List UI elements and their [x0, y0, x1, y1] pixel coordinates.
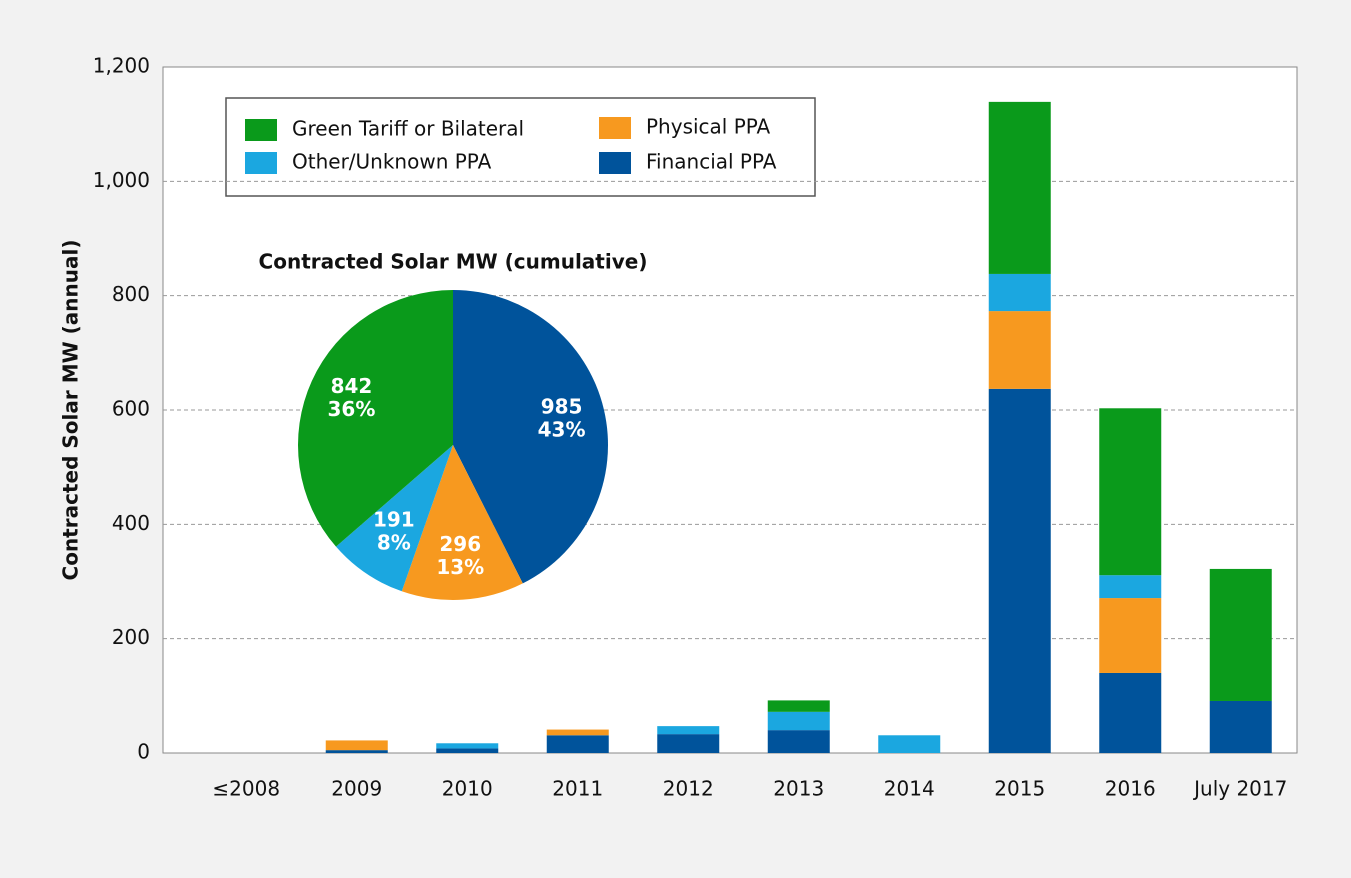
- bar-segment: [767, 700, 830, 712]
- y-tick-label: 400: [112, 511, 150, 535]
- bar-segment: [546, 735, 609, 753]
- x-tick-label: 2015: [994, 777, 1045, 801]
- legend-label: Financial PPA: [646, 150, 777, 174]
- pie-percent-label: 8%: [377, 531, 411, 555]
- pie-value-label: 842: [331, 374, 373, 398]
- y-tick-label: 1,000: [93, 168, 150, 192]
- pie-slice: [401, 445, 523, 600]
- x-tick-label: 2016: [1105, 777, 1156, 801]
- bar-segment: [1099, 575, 1162, 599]
- legend-box: [225, 97, 816, 197]
- pie-percent-label: 43%: [538, 418, 586, 442]
- legend-swatch: [245, 119, 277, 141]
- y-axis-title: Contracted Solar MW (annual): [59, 240, 83, 581]
- pie-title: Contracted Solar MW (cumulative): [259, 250, 648, 274]
- bar-segment: [1209, 568, 1272, 701]
- bar-segment: [988, 311, 1051, 389]
- x-tick-label: 2011: [552, 777, 603, 801]
- pie-slice: [298, 290, 453, 547]
- bar-segment: [988, 273, 1051, 312]
- bar-segment: [878, 735, 941, 753]
- x-tick-label: 2012: [663, 777, 714, 801]
- pie-value-label: 191: [373, 508, 415, 532]
- x-tick-label: 2013: [773, 777, 824, 801]
- bar-segment: [436, 748, 499, 753]
- bar-segment: [988, 388, 1051, 753]
- pie-percent-label: 13%: [436, 555, 484, 579]
- x-tick-label: ≤2008: [212, 777, 280, 801]
- pie-value-label: 296: [439, 532, 481, 556]
- bar-segment: [657, 726, 720, 735]
- bar-segment: [325, 750, 388, 753]
- bar-segment: [1099, 408, 1162, 576]
- legend-label: Physical PPA: [646, 115, 771, 139]
- legend-swatch: [245, 152, 277, 174]
- bar-segment: [657, 734, 720, 753]
- pie-slice: [336, 445, 453, 592]
- y-tick-label: 800: [112, 282, 150, 306]
- x-tick-label: July 2017: [1192, 777, 1287, 801]
- legend-label: Green Tariff or Bilateral: [292, 117, 524, 141]
- bar-segment: [1099, 598, 1162, 673]
- bar-segment: [1099, 672, 1162, 753]
- bar-segment: [325, 740, 388, 751]
- y-tick-label: 1,200: [93, 54, 150, 78]
- x-tick-label: 2014: [884, 777, 935, 801]
- bar-segment: [546, 729, 609, 736]
- pie-percent-label: 36%: [328, 397, 376, 421]
- legend-swatch: [599, 117, 631, 139]
- x-tick-label: 2009: [331, 777, 382, 801]
- bar-segment: [436, 743, 499, 749]
- pie-slice: [453, 290, 608, 584]
- x-tick-label: 2010: [442, 777, 493, 801]
- bar-segment: [767, 730, 830, 753]
- bar-segment: [767, 711, 830, 731]
- bar-segment: [988, 101, 1051, 274]
- y-tick-label: 200: [112, 625, 150, 649]
- legend-label: Other/Unknown PPA: [292, 150, 492, 174]
- pie-value-label: 985: [541, 395, 583, 419]
- legend-swatch: [599, 152, 631, 174]
- y-tick-label: 0: [137, 740, 150, 764]
- bar-segment: [1209, 700, 1272, 753]
- y-tick-label: 600: [112, 397, 150, 421]
